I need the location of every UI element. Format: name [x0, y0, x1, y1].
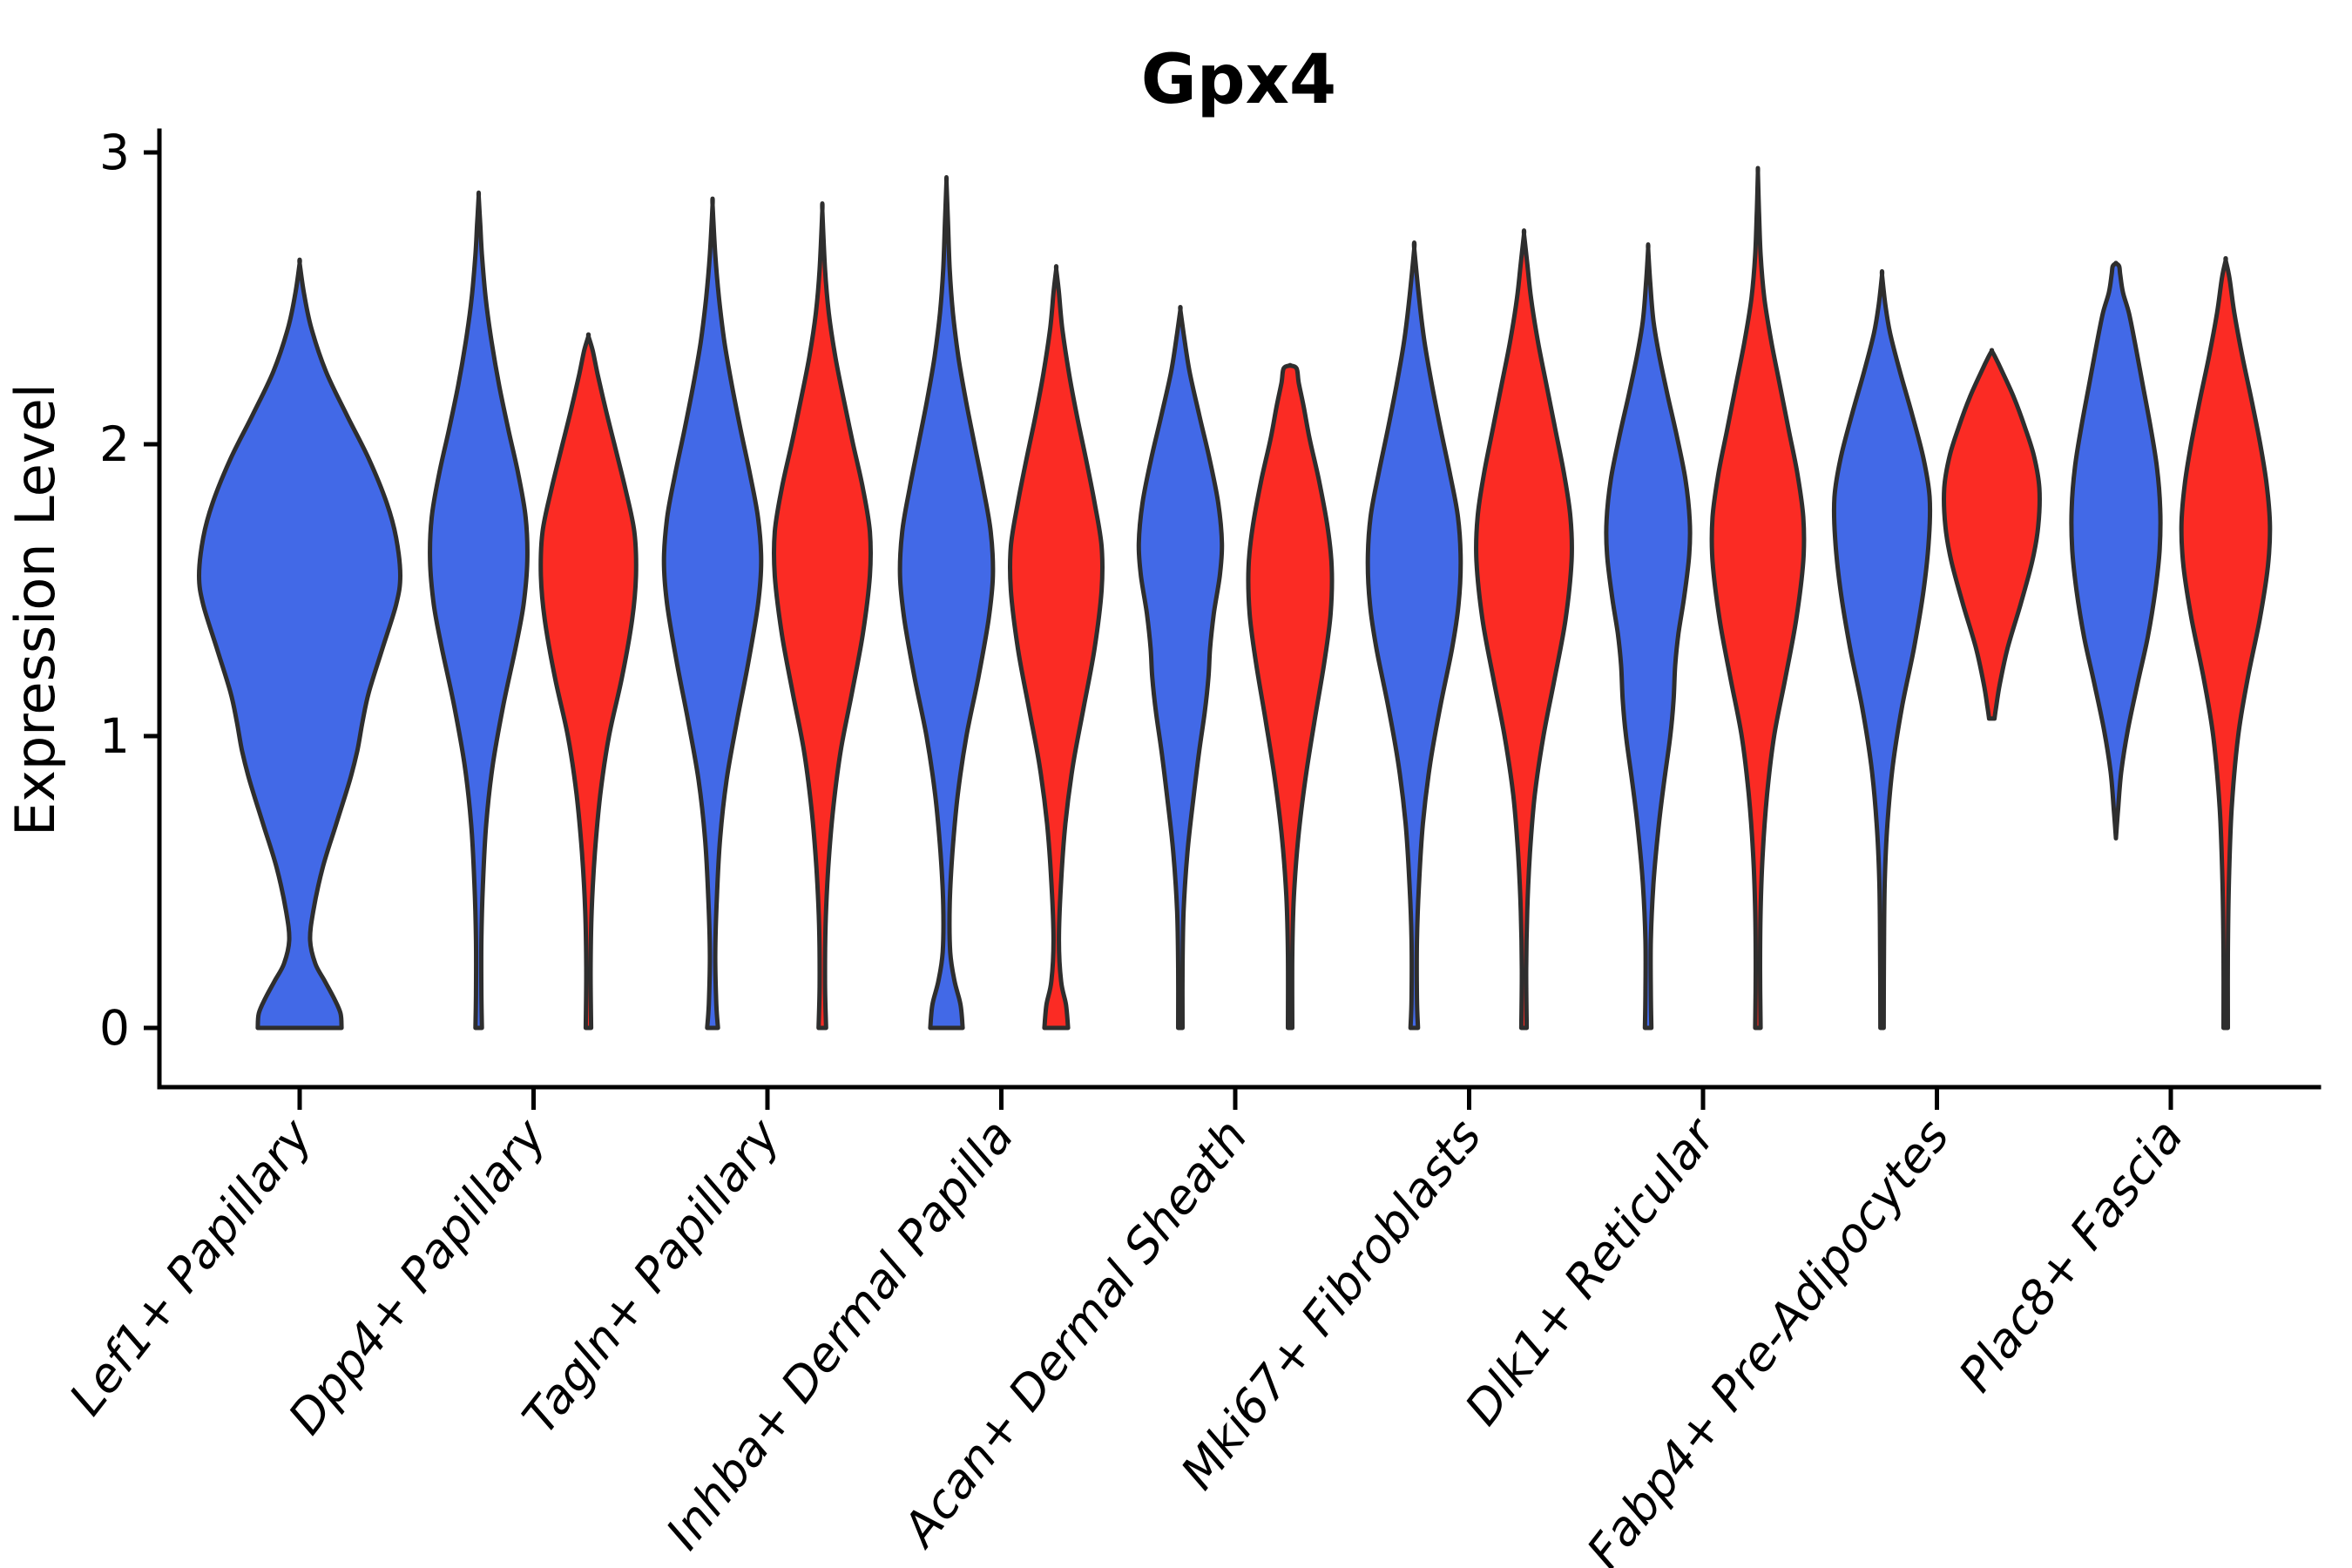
- violin-mki67-fibroblasts-condition-1: [1365, 240, 1463, 1031]
- chart-title: Gpx4: [1141, 41, 1336, 119]
- violin-tagln-papillary-condition-2: [771, 201, 874, 1031]
- violin-dlk1-reticular-condition-2: [1709, 166, 1807, 1031]
- violins-layer: [197, 166, 2273, 1031]
- violin-inhba-dermal-papilla-condition-2: [1007, 264, 1105, 1031]
- violin-acan-dermal-sheath-condition-2: [1246, 362, 1335, 1031]
- x-tick-label: Lef1+ Papillary: [58, 1108, 322, 1425]
- violin-tagln-papillary-condition-1: [661, 196, 764, 1031]
- violin-dpp4-papillary-condition-2: [538, 332, 639, 1031]
- y-axis-label: Expression Level: [3, 383, 67, 836]
- y-tick-label: 0: [99, 1000, 130, 1056]
- axes-layer: [157, 128, 2322, 1090]
- x-tick-label: Dpp4+ Papillary: [278, 1108, 558, 1444]
- y-tick-label: 1: [99, 708, 130, 764]
- violin-lef1-papillary-condition-1: [197, 257, 402, 1031]
- x-tick-label: Tagln+ Papillary: [512, 1108, 791, 1443]
- violin-dlk1-reticular-condition-1: [1604, 242, 1693, 1031]
- violin-inhba-dermal-papilla-condition-1: [897, 174, 996, 1031]
- violin-plac8-fascia-condition-1: [2069, 260, 2163, 841]
- y-tick-label: 3: [99, 125, 130, 180]
- violin-fabp4-pre-adipocytes-condition-1: [1831, 269, 1933, 1031]
- violin-mki67-fibroblasts-condition-2: [1474, 228, 1574, 1031]
- violin-acan-dermal-sheath-condition-1: [1136, 305, 1225, 1031]
- x-tick-label: Dlk1+ Reticular: [1454, 1107, 1727, 1435]
- violin-fabp4-pre-adipocytes-condition-2: [1942, 348, 2042, 721]
- x-tick-label: Plac8+ Fascia: [1948, 1109, 2193, 1402]
- violin-plac8-fascia-condition-2: [2179, 255, 2273, 1031]
- violin-dpp4-papillary-condition-1: [428, 190, 530, 1031]
- y-tick-label: 2: [99, 416, 130, 472]
